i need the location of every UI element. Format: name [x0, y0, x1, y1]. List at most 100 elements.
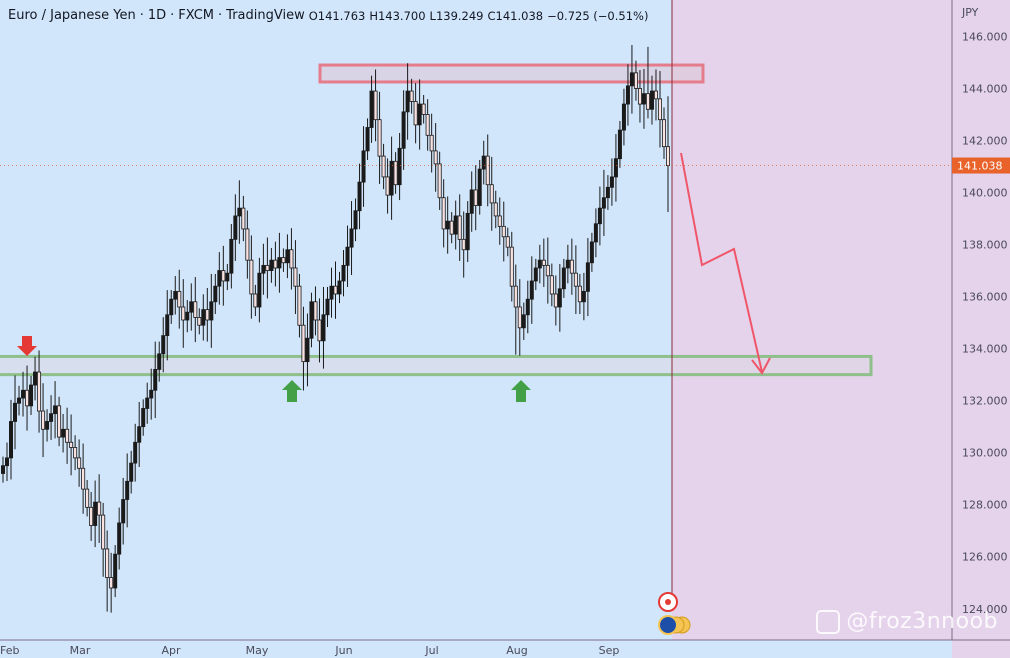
candle-body	[561, 267, 566, 290]
candle-body	[349, 228, 354, 248]
candle-body	[485, 155, 490, 186]
candle-body	[81, 467, 86, 490]
candle-body	[97, 501, 102, 516]
y-axis-unit: JPY	[961, 6, 979, 19]
symbol-name[interactable]: Euro / Japanese Yen	[8, 8, 136, 23]
candle-body	[321, 314, 326, 342]
header-separator: ·	[139, 8, 144, 23]
candle-body	[293, 267, 298, 287]
candle-body	[541, 259, 546, 266]
candle-body	[217, 270, 222, 287]
candle-body	[145, 397, 150, 409]
candle-body	[553, 293, 558, 308]
candle-body	[277, 257, 282, 269]
candle-body	[41, 410, 46, 430]
candle-body	[497, 215, 502, 227]
candle-body	[161, 335, 166, 355]
candle-body	[629, 72, 634, 87]
up-arrow-marker	[282, 380, 302, 402]
x-tick-label: Jun	[334, 644, 352, 657]
projection-path[interactable]	[680, 152, 763, 373]
y-tick-label: 130.000	[962, 447, 1008, 460]
candle-body	[637, 88, 642, 105]
candle-body	[666, 146, 671, 166]
candle-body	[645, 93, 650, 110]
candle-body	[65, 428, 70, 443]
candle-body	[565, 259, 570, 269]
candle-body	[77, 457, 82, 469]
candle-body	[225, 272, 230, 282]
earnings-icon[interactable]	[658, 615, 678, 635]
candle-body	[197, 316, 202, 326]
candle-body	[313, 301, 318, 321]
candle-body	[597, 207, 602, 225]
y-tick-label: 128.000	[962, 499, 1008, 512]
candle-body	[89, 506, 94, 526]
candle-body	[181, 306, 186, 321]
candle-body	[193, 301, 198, 318]
y-tick-label: 136.000	[962, 291, 1008, 304]
resistance-zone[interactable]	[318, 63, 705, 84]
price-axis-panel[interactable]	[952, 0, 1010, 658]
candle-body	[9, 421, 14, 459]
x-tick-label: Aug	[506, 644, 527, 657]
down-arrow-marker	[17, 336, 37, 356]
candle-body	[257, 272, 262, 308]
candle-body	[129, 462, 134, 482]
candle-body	[409, 90, 414, 102]
candle-body	[49, 413, 54, 422]
candle-body	[413, 101, 418, 126]
candle-body	[229, 238, 234, 274]
candle-body	[417, 103, 422, 126]
candle-body	[657, 98, 662, 121]
candle-body	[405, 90, 410, 113]
last-price-label: 141.038	[957, 160, 1003, 173]
candle-body	[17, 397, 22, 404]
y-tick-label: 144.000	[962, 82, 1008, 95]
candle-body	[513, 285, 518, 308]
candle-body	[253, 293, 258, 308]
candle-body	[441, 197, 446, 230]
candle-body	[141, 408, 146, 428]
y-tick-label: 132.000	[962, 395, 1008, 408]
candle-body	[361, 150, 366, 183]
candle-body	[157, 353, 162, 370]
candle-body	[165, 314, 170, 337]
candle-body	[385, 176, 390, 196]
candle-body	[601, 197, 606, 209]
candle-body	[305, 337, 310, 363]
candle-body	[397, 147, 402, 186]
candle-body	[461, 238, 466, 251]
candle-body	[377, 119, 382, 157]
change-value: −0.725 (−0.51%)	[547, 9, 649, 23]
candle-body	[177, 290, 182, 308]
candle-body	[505, 236, 510, 248]
candle-body	[57, 405, 62, 438]
candle-body	[457, 215, 462, 240]
candle-body	[453, 215, 458, 235]
candle-body	[445, 220, 450, 230]
candle-body	[85, 488, 90, 508]
candle-body	[73, 447, 78, 459]
y-tick-label: 138.000	[962, 239, 1008, 252]
high-value: H143.700	[369, 9, 426, 23]
candle-body	[613, 158, 618, 178]
candle-body	[189, 301, 194, 313]
candle-body	[605, 186, 610, 199]
candle-body	[317, 319, 322, 342]
open-value: O141.763	[308, 9, 366, 23]
candle-body	[61, 428, 66, 438]
candle-body	[393, 160, 398, 186]
interval-label[interactable]: 1D	[147, 8, 167, 23]
candle-body	[473, 189, 478, 206]
candle-body	[113, 553, 118, 589]
support-zone[interactable]	[0, 354, 873, 377]
candle-body	[341, 264, 346, 282]
candle-body	[221, 270, 226, 282]
candle-body	[545, 264, 550, 277]
low-value: L139.249	[429, 9, 484, 23]
candle-body	[125, 480, 130, 500]
chart-header: Euro / Japanese Yen · 1D · FXCM · Tradin…	[8, 8, 648, 23]
